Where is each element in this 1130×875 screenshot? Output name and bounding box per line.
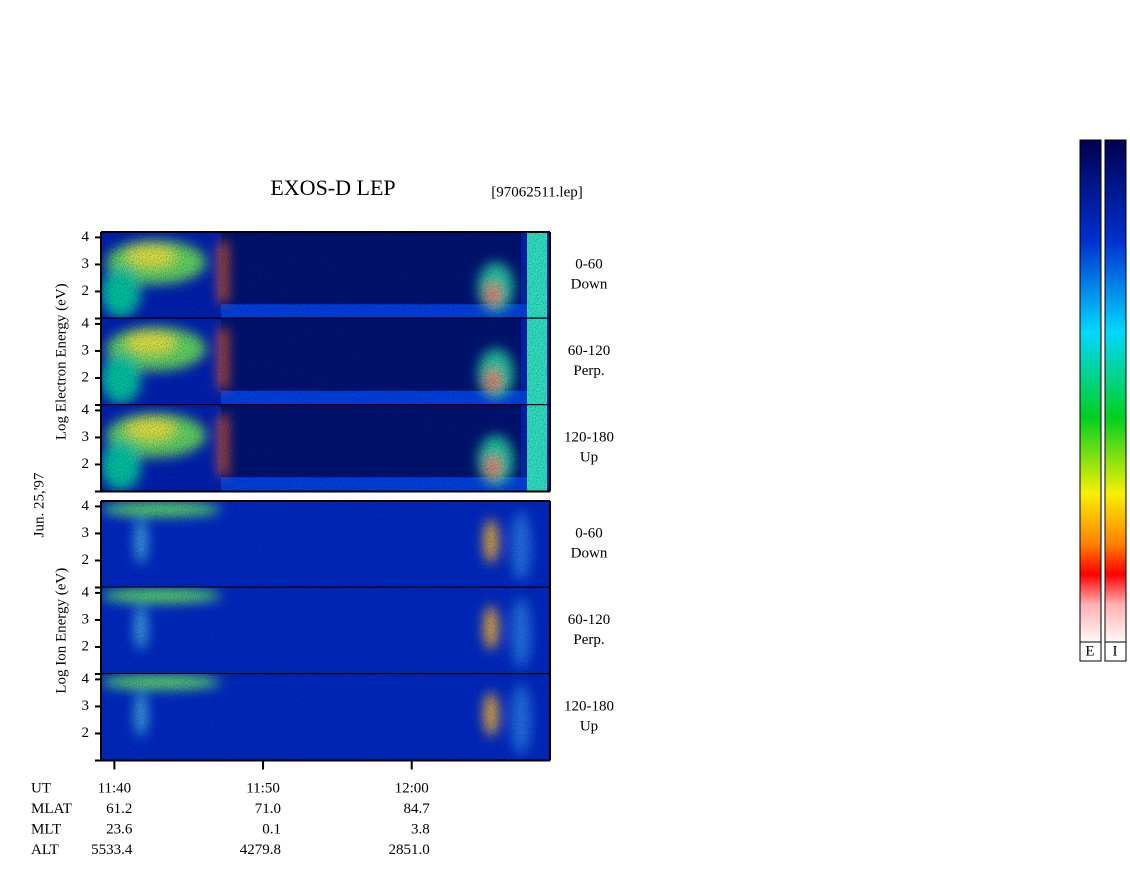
panel-direction: Up bbox=[580, 718, 598, 734]
y-tick-label: 3 bbox=[82, 525, 90, 541]
y-tick-label: 3 bbox=[82, 698, 90, 714]
colorbar-label: I bbox=[1113, 643, 1118, 659]
y-tick-label: 4 bbox=[82, 671, 90, 687]
date-label: Jun. 25,'97 bbox=[31, 472, 47, 537]
panel-direction: Down bbox=[571, 276, 608, 292]
y-tick-label: 4 bbox=[82, 498, 90, 514]
file-name: [97062511.lep] bbox=[491, 184, 583, 200]
ephemeris-value: 0.1 bbox=[262, 821, 281, 837]
y-tick-label: 2 bbox=[82, 552, 90, 568]
y-axis-label: Log Electron Energy (eV) bbox=[53, 283, 69, 440]
panel-range: 60-120 bbox=[568, 343, 611, 359]
spectrogram-panel bbox=[101, 501, 550, 587]
ephemeris-value: 23.6 bbox=[106, 821, 133, 837]
y-tick-label: 3 bbox=[82, 429, 90, 445]
y-tick-label: 2 bbox=[82, 638, 90, 654]
panel-direction: Perp. bbox=[573, 632, 604, 648]
y-tick-label: 2 bbox=[82, 369, 90, 385]
spectrogram-panel bbox=[101, 319, 550, 405]
ephemeris-label: MLT bbox=[31, 821, 61, 837]
y-tick-label: 4 bbox=[82, 315, 90, 331]
y-tick-label: 2 bbox=[82, 456, 90, 472]
colorbar-label: E bbox=[1085, 643, 1094, 659]
x-tick-label: 11:40 bbox=[98, 780, 132, 796]
spectrogram-panel bbox=[101, 588, 550, 674]
ephemeris-label: UT bbox=[31, 780, 51, 796]
spectrogram-panel bbox=[101, 232, 550, 318]
ephemeris-label: ALT bbox=[31, 842, 59, 858]
y-axis-label: Log Ion Energy (eV) bbox=[53, 568, 69, 694]
ephemeris-value: 4279.8 bbox=[240, 842, 281, 858]
ephemeris-value: 3.8 bbox=[411, 821, 430, 837]
x-tick-label: 11:50 bbox=[246, 780, 280, 796]
ephemeris-value: 84.7 bbox=[403, 801, 430, 817]
spectrogram-panel bbox=[101, 405, 550, 491]
ephemeris-value: 2851.0 bbox=[388, 842, 429, 858]
ephemeris-label: MLAT bbox=[31, 801, 72, 817]
panel-range: 60-120 bbox=[568, 612, 611, 628]
y-tick-label: 3 bbox=[82, 611, 90, 627]
ephemeris-value: 5533.4 bbox=[91, 842, 133, 858]
panel-range: 120-180 bbox=[564, 698, 614, 714]
colorbar-label-box bbox=[1079, 641, 1102, 662]
panel-range: 0-60 bbox=[575, 256, 603, 272]
y-tick-label: 3 bbox=[82, 342, 90, 358]
colorbar bbox=[1104, 139, 1127, 646]
colorbar-label-box bbox=[1104, 641, 1127, 662]
panel-range: 0-60 bbox=[575, 525, 603, 541]
y-tick-label: 3 bbox=[82, 256, 90, 272]
panel-direction: Perp. bbox=[573, 363, 604, 379]
colorbar bbox=[1079, 139, 1102, 646]
y-tick-label: 4 bbox=[82, 402, 90, 418]
y-tick-label: 2 bbox=[82, 725, 90, 741]
panel-range: 120-180 bbox=[564, 429, 614, 445]
panel-direction: Up bbox=[580, 449, 598, 465]
y-tick-label: 4 bbox=[82, 584, 90, 600]
ephemeris-value: 61.2 bbox=[106, 801, 132, 817]
ephemeris-value: 71.0 bbox=[255, 801, 281, 817]
panel-direction: Down bbox=[571, 545, 608, 561]
x-tick-label: 12:00 bbox=[395, 780, 429, 796]
y-tick-label: 4 bbox=[82, 229, 90, 245]
y-tick-label: 2 bbox=[82, 283, 90, 299]
title: EXOS-D LEP bbox=[270, 175, 395, 200]
spectrogram-panel bbox=[101, 674, 550, 760]
